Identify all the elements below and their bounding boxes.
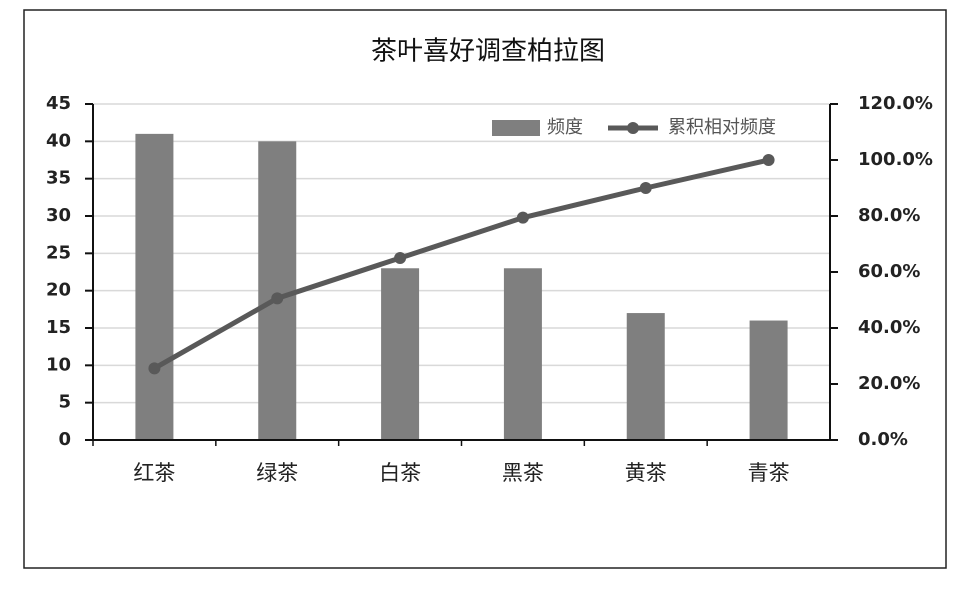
chart-title: 茶叶喜好调查柏拉图 xyxy=(371,37,605,67)
y-tick-label: 15 xyxy=(46,317,71,338)
y2-tick-label: 120.0% xyxy=(858,93,933,114)
y-tick-label: 20 xyxy=(46,280,71,301)
y2-tick-label: 40.0% xyxy=(858,317,920,338)
x-tick-label: 绿茶 xyxy=(256,461,298,485)
x-tick-label: 红茶 xyxy=(133,461,175,485)
x-tick-label: 黄茶 xyxy=(625,461,667,485)
line-marker xyxy=(394,252,407,264)
line-marker xyxy=(516,211,529,224)
line-marker xyxy=(271,292,284,305)
x-tick-label: 青茶 xyxy=(748,461,790,485)
y-tick-label: 30 xyxy=(46,205,71,226)
y-tick-label: 10 xyxy=(46,354,71,375)
x-tick-label: 黑茶 xyxy=(502,461,544,485)
bar xyxy=(503,268,542,440)
y-tick-label: 45 xyxy=(46,93,71,114)
legend-label: 累积相对频度 xyxy=(668,117,776,138)
y-tick-label: 35 xyxy=(46,168,71,189)
y-tick-label: 5 xyxy=(58,392,71,413)
bar xyxy=(135,133,174,440)
y-tick-label: 40 xyxy=(46,130,71,151)
y-tick-label: 25 xyxy=(46,242,71,263)
legend-marker xyxy=(627,122,639,134)
line-marker xyxy=(762,154,775,166)
y2-tick-label: 100.0% xyxy=(858,149,933,170)
x-tick-label: 白茶 xyxy=(379,461,421,485)
legend-label: 频度 xyxy=(547,117,583,138)
bar xyxy=(258,141,297,441)
bar xyxy=(381,268,420,440)
bar xyxy=(749,320,788,440)
chart-frame xyxy=(23,9,947,569)
legend-swatch xyxy=(492,120,540,136)
line-marker xyxy=(639,182,652,194)
y2-tick-label: 0.0% xyxy=(858,429,908,450)
y2-tick-label: 20.0% xyxy=(858,373,920,394)
line-marker xyxy=(148,362,161,375)
y2-tick-label: 60.0% xyxy=(858,261,920,282)
bar xyxy=(626,313,665,440)
line xyxy=(153,157,770,371)
y2-tick-label: 80.0% xyxy=(858,205,920,226)
y-tick-label: 0 xyxy=(58,429,71,450)
